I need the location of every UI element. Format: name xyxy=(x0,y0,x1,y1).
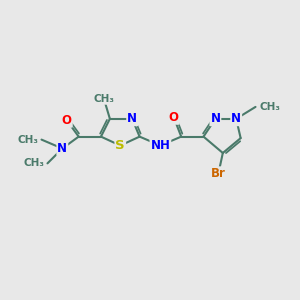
Text: S: S xyxy=(116,139,125,152)
Text: CH₃: CH₃ xyxy=(260,102,281,112)
Text: N: N xyxy=(210,112,220,125)
Text: CH₃: CH₃ xyxy=(23,158,44,168)
Text: O: O xyxy=(62,114,72,127)
Text: CH₃: CH₃ xyxy=(17,135,38,145)
Text: CH₃: CH₃ xyxy=(93,94,114,104)
Text: N: N xyxy=(231,112,241,125)
Text: Br: Br xyxy=(211,167,226,180)
Text: N: N xyxy=(57,142,67,155)
Text: O: O xyxy=(169,111,179,124)
Text: N: N xyxy=(127,112,137,125)
Text: NH: NH xyxy=(151,139,170,152)
